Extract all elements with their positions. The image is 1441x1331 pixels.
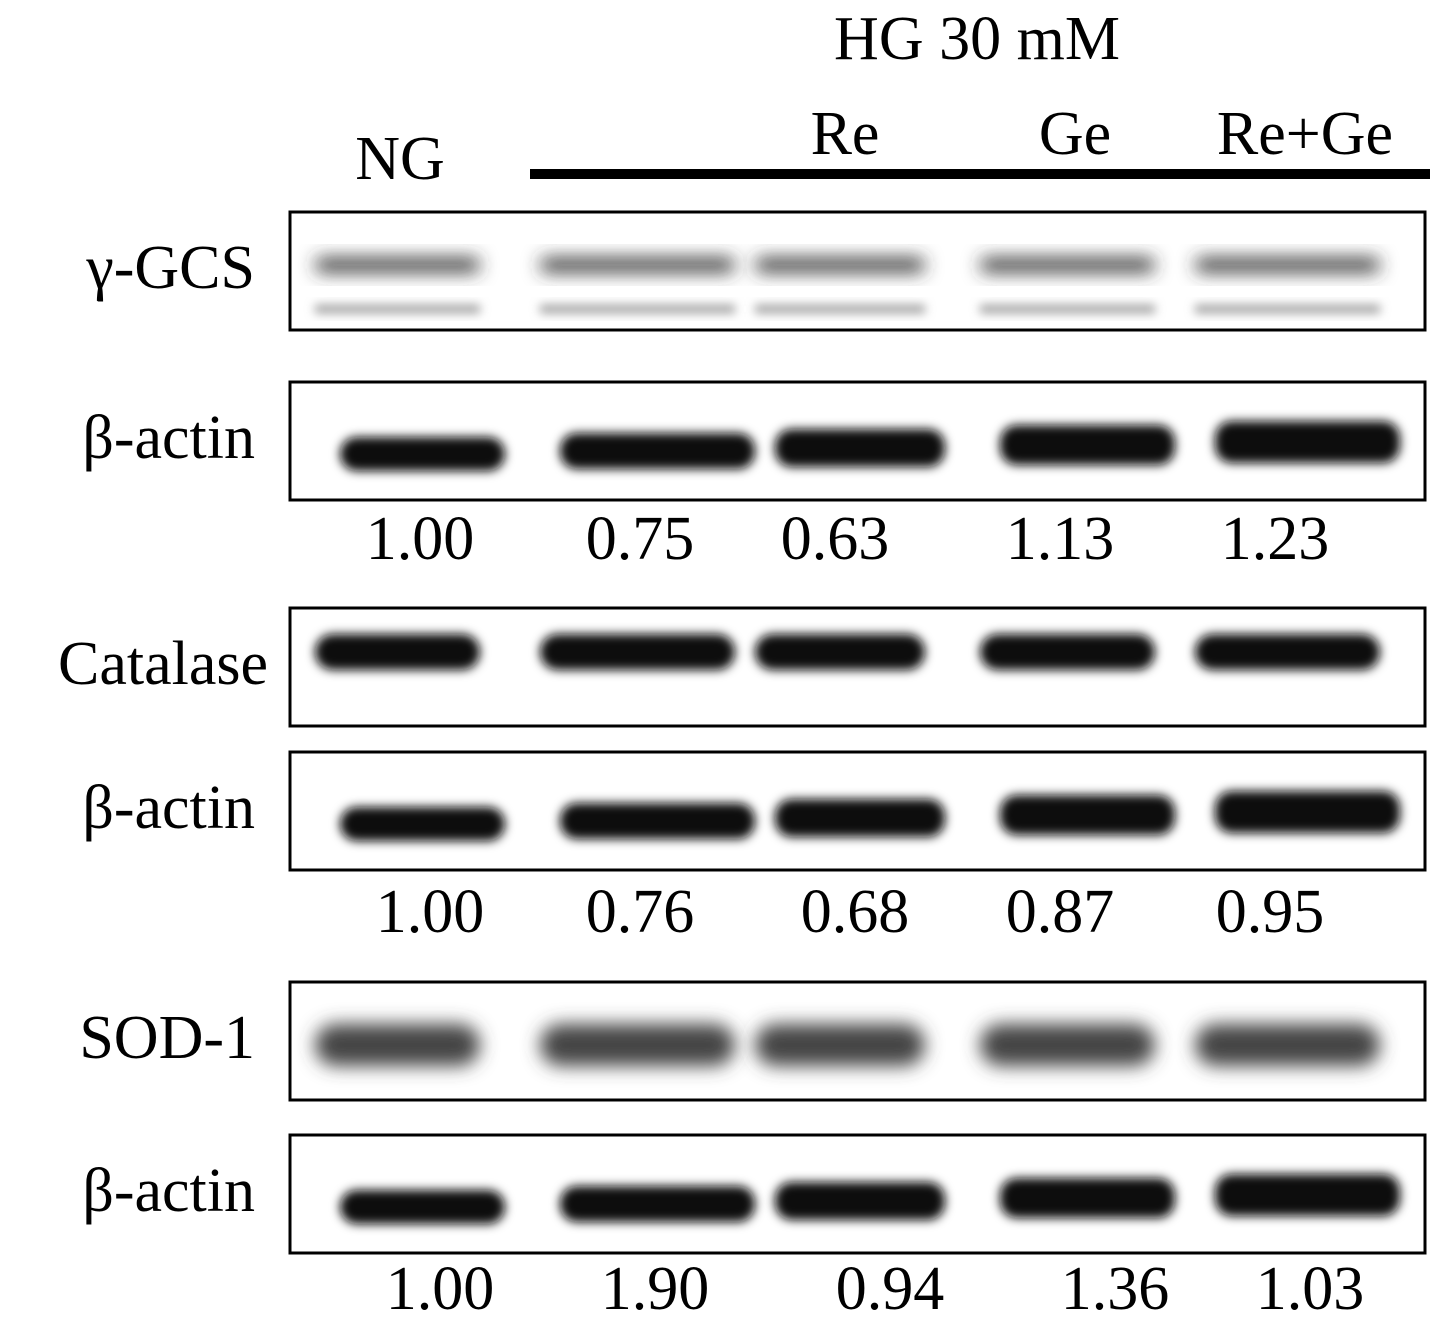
ratio-value: 1.03 [1256,1255,1365,1323]
lane-label: Re+Ge [1217,100,1393,168]
ratio-value: 1.23 [1221,505,1330,573]
target-band [540,305,735,313]
target-band [980,258,1155,272]
ratio-value: 0.68 [801,878,910,946]
target-band [540,1024,735,1066]
target-band [755,305,925,313]
ratio-value: 1.00 [386,1255,495,1323]
lane-label: Ge [1039,100,1111,168]
actin-band [775,799,945,837]
target-band [315,305,480,313]
ratio-value: 0.94 [836,1255,945,1323]
target-band [315,258,480,272]
actin-band [1000,425,1175,465]
actin-band [1215,421,1400,463]
target-band [980,634,1155,670]
ratio-value: 0.75 [586,505,695,573]
ratio-value: 1.13 [1006,505,1115,573]
ratio-value: 0.76 [586,878,695,946]
loading-label: β-actin [82,404,255,472]
actin-band [1215,1174,1400,1216]
actin-band [340,807,505,841]
target-band [980,305,1155,313]
ratio-value: 0.63 [781,505,890,573]
ratio-value: 0.95 [1216,878,1325,946]
lane-label: Re [811,100,880,168]
ratio-value: 1.90 [601,1255,710,1323]
actin-band [560,433,755,469]
target-label: SOD-1 [79,1004,255,1072]
actin-band [1000,795,1175,835]
actin-band [340,437,505,471]
actin-band [1000,1178,1175,1218]
ratio-value: 1.00 [376,878,485,946]
target-band [755,634,925,670]
actin-band [775,1182,945,1220]
target-band [1195,258,1380,272]
target-label: Catalase [58,630,268,698]
target-band [1195,1024,1380,1066]
lane-label: NG [355,125,445,193]
actin-band [560,803,755,839]
target-band [540,634,735,670]
ratio-value: 0.87 [1006,878,1115,946]
target-band [755,1024,925,1066]
target-band [1195,305,1380,313]
target-band [1195,634,1380,670]
actin-band [1215,791,1400,833]
actin-band [340,1190,505,1224]
target-band [315,634,480,670]
treatment-title: HG 30 mM [834,5,1120,73]
ratio-value: 1.36 [1061,1255,1170,1323]
ratio-value: 1.00 [366,505,475,573]
actin-band [560,1186,755,1222]
target-label: γ-GCS [85,234,255,302]
actin-band [775,429,945,467]
loading-label: β-actin [82,1157,255,1225]
target-band [315,1024,480,1066]
loading-label: β-actin [82,774,255,842]
target-band [755,258,925,272]
target-band [540,258,735,272]
target-band [980,1024,1155,1066]
